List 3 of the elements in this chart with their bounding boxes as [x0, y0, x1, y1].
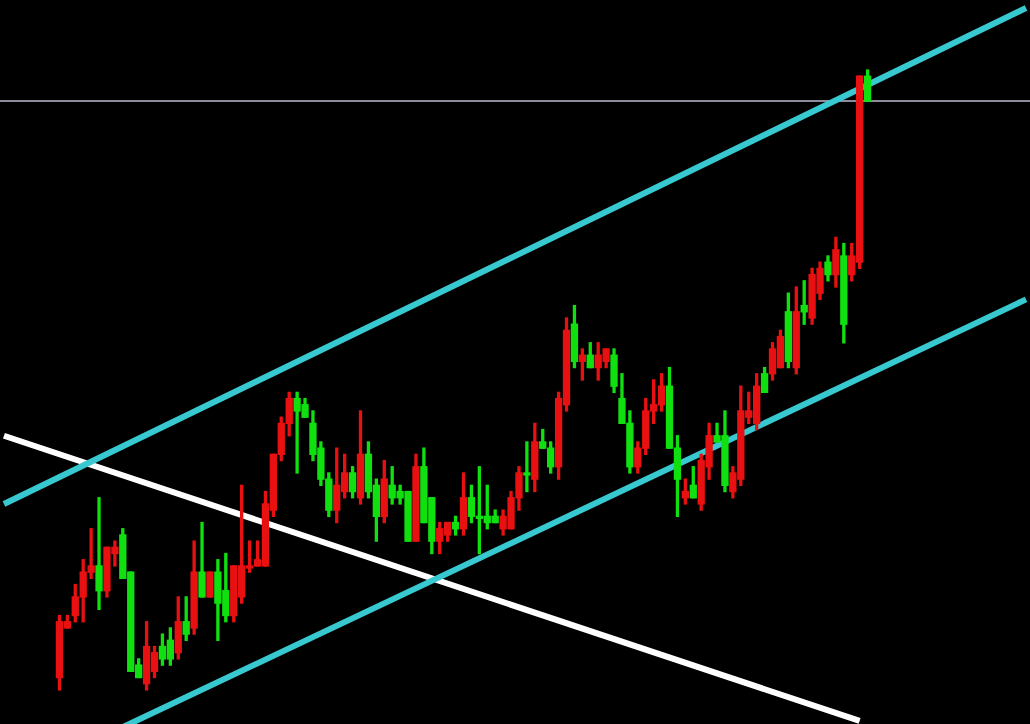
candlestick — [95, 497, 103, 610]
candlestick — [523, 441, 531, 493]
candlestick — [293, 391, 301, 474]
